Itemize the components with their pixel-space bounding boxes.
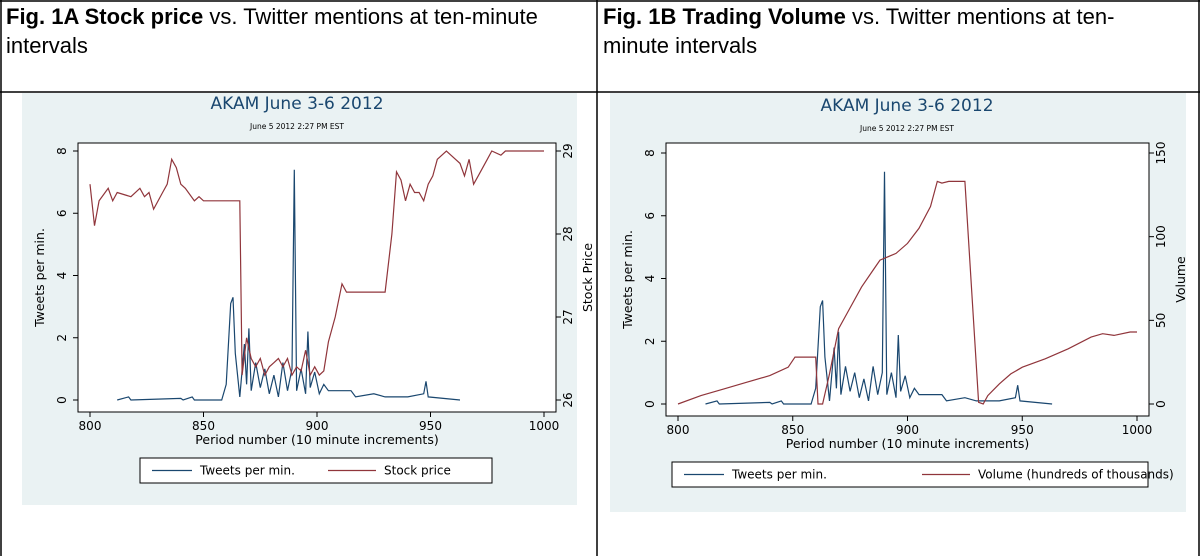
y2-axis-label: Stock Price (580, 243, 595, 312)
y2-tick-label: 50 (1154, 313, 1168, 328)
y2-tick-label: 27 (561, 309, 575, 324)
y-axis-label: Tweets per min. (620, 230, 635, 330)
y2-tick-label: 100 (1154, 225, 1168, 248)
legend-label: Stock price (384, 464, 451, 478)
legend-box (671, 461, 1149, 488)
x-tick-label: 950 (419, 419, 442, 433)
x-tick-label: 850 (192, 419, 215, 433)
x-tick-label: 900 (306, 419, 329, 433)
y2-tick-label: 26 (561, 392, 575, 407)
series-line (705, 171, 1053, 405)
caption: Fig. 1A Stock price vs. Twitter mentions… (6, 2, 576, 60)
caption-bold: Fig. 1A Stock price (6, 4, 204, 29)
y-tick-label: 4 (643, 275, 657, 283)
series-line (677, 180, 1137, 405)
x-tick-label: 850 (781, 423, 804, 437)
y-tick-label: 0 (643, 400, 657, 408)
plot-area (77, 142, 557, 413)
y-tick-label: 2 (55, 334, 69, 342)
x-tick-label: 1000 (529, 419, 560, 433)
series-line (117, 169, 461, 401)
chart-title: AKAM June 3-6 2012 (210, 94, 383, 114)
x-tick-label: 1000 (1122, 423, 1153, 437)
y-tick-label: 0 (55, 396, 69, 404)
y-tick-label: 6 (55, 209, 69, 217)
x-tick-label: 800 (667, 423, 690, 437)
y2-tick-label: 0 (1154, 400, 1168, 408)
caption: Fig. 1B Trading Volume vs. Twitter menti… (603, 2, 1173, 60)
y-axis-label: Tweets per min. (32, 228, 47, 328)
x-tick-label: 900 (896, 423, 919, 437)
legend-label: Volume (hundreds of thousands) (978, 468, 1174, 482)
y2-tick-label: 28 (561, 226, 575, 241)
y-tick-label: 8 (643, 149, 657, 157)
chart-title: AKAM June 3-6 2012 (820, 96, 993, 116)
caption-text: vs. Twitter mentions at ten-minute inter… (603, 4, 1115, 58)
y-tick-label: 4 (55, 272, 69, 280)
caption-bold: Fig. 1B Trading Volume (603, 4, 846, 29)
plot-area (665, 142, 1150, 417)
legend-label: Tweets per min. (731, 468, 827, 482)
chart-subtitle: June 5 2012 2:27 PM EST (859, 124, 954, 133)
caption-text: vs. Twitter mentions at ten-minute inter… (6, 4, 538, 58)
legend-label: Tweets per min. (199, 464, 295, 478)
chart-subtitle: June 5 2012 2:27 PM EST (249, 122, 344, 131)
legend-box (139, 457, 493, 484)
y2-tick-label: 29 (561, 143, 575, 158)
x-tick-label: 950 (1011, 423, 1034, 437)
y2-tick-label: 150 (1154, 142, 1168, 165)
y-tick-label: 8 (55, 147, 69, 155)
y-tick-label: 6 (643, 212, 657, 220)
y-tick-label: 2 (643, 337, 657, 345)
x-axis-label: Period number (10 minute increments) (195, 432, 438, 447)
y2-axis-label: Volume (1173, 256, 1188, 303)
series-line (89, 150, 544, 377)
x-axis-label: Period number (10 minute increments) (786, 436, 1029, 451)
x-tick-label: 800 (79, 419, 102, 433)
